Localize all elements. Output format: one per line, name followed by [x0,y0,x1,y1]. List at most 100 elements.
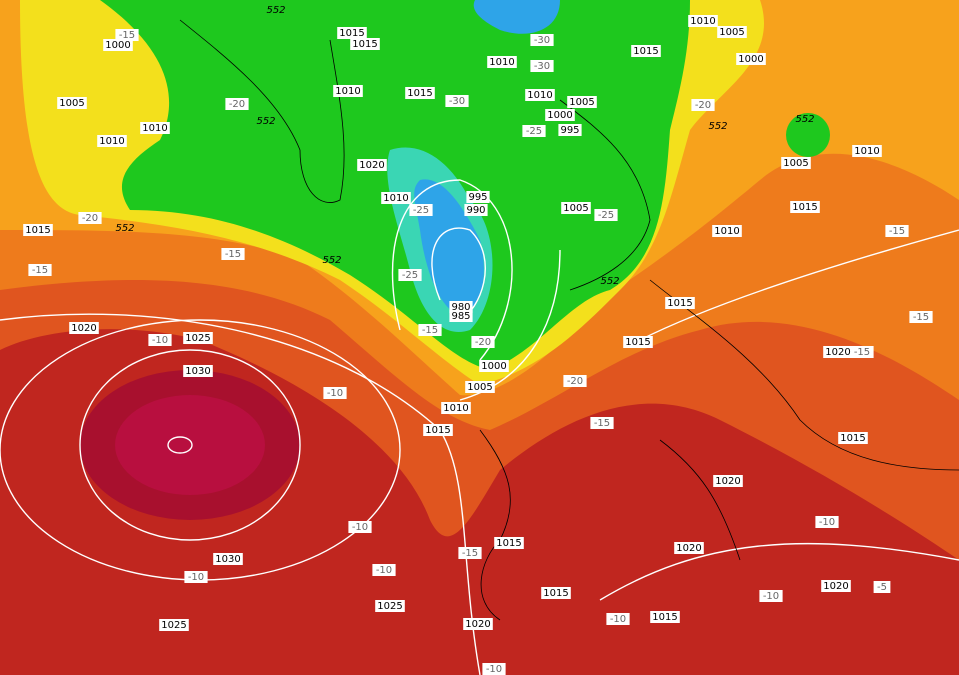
isobar-label: 1010 [527,90,552,101]
isobar-label-box [558,124,582,136]
temperature-label: -20 [475,337,491,348]
isobar-label-box [103,39,133,51]
isobar-label: 1010 [99,136,124,147]
temperature-label-box [530,60,554,72]
isobar-label: 1010 [383,193,408,204]
temperature-label: -15 [422,325,438,336]
isobar-label: 1015 [496,538,521,549]
isobar-label-box [381,192,411,204]
isobar-label: 1020 [715,476,740,487]
isobar-label-box [736,53,766,65]
isobar-label-box [357,159,387,171]
isobar-label-box [494,537,524,549]
isobar-label-box [449,310,473,322]
isobar-label-box [561,202,591,214]
temperature-label-box [409,204,433,216]
temperature-label-box [885,225,909,237]
temperature-label-box [372,564,396,576]
temperature-label: -30 [534,61,550,72]
temperature-label: -10 [352,522,368,533]
height-label: 552 [708,121,727,132]
temperature-label: -15 [889,226,905,237]
isobar-label-box [567,96,597,108]
isobar-label-box [650,611,680,623]
height-label: 552 [322,255,341,266]
isobar-label-box [479,360,509,372]
isobar-label: 1015 [792,202,817,213]
coastlines [179,19,959,621]
temperature-label: -15 [913,312,929,323]
height-label: 552 [600,276,619,287]
field-high-core-inner [115,395,265,495]
isobar-label-box [337,27,367,39]
isobar-label: 1015 [543,588,568,599]
temperature-label-box [563,375,587,387]
isobar-label: 1000 [105,40,130,51]
isobar-label-box [717,26,747,38]
isobar-label-box [464,204,488,216]
isobar-label: 1010 [335,86,360,97]
isobar-label-box [631,45,661,57]
isobar-label-box [487,56,517,68]
temperature-label: -10 [376,565,392,576]
isobar-label: 1000 [481,361,506,372]
temperature-label-box [28,264,52,276]
isobar-label: 1020 [676,543,701,554]
isobar-label-box [713,475,743,487]
isobar-label: 985 [451,311,470,322]
temperature-label: -10 [610,614,626,625]
temperature-label: -30 [449,96,465,107]
field-green-cell [786,113,830,157]
temperature-label-box [418,324,442,336]
isobar-label: 1020 [823,581,848,592]
temperature-label-box [590,417,614,429]
temperature-label-box [759,590,783,602]
temperature-label-box [471,336,495,348]
isobar-label-box [159,619,189,631]
isobar-label: 1010 [854,146,879,157]
temperature-label-box [482,663,506,675]
isobar-label-box [838,432,868,444]
temperature-label: -15 [854,347,870,358]
isobar-label: 1015 [652,612,677,623]
isobar-label: 1015 [667,298,692,309]
temperature-label: -10 [327,388,343,399]
isobar-label: 1010 [489,57,514,68]
isobar-label-box [441,402,471,414]
temperature-label-box [850,346,874,358]
temperature-label: -10 [819,517,835,528]
isobar-label-box [852,145,882,157]
temperature-label: -15 [119,30,135,41]
isobar-label-box [97,135,127,147]
isobar-label: 1010 [443,403,468,414]
isobar-label-box [69,322,99,334]
isobar-label: 980 [451,302,470,313]
isobar-label-box [57,97,87,109]
isobar-label: 1015 [339,28,364,39]
height-label: 552 [115,223,134,234]
temperature-label: -20 [695,100,711,111]
temperature-label: -20 [82,213,98,224]
isobar-label-box [781,157,811,169]
temperature-label: -20 [567,376,583,387]
isobar-label-box [333,85,363,97]
temperature-label-box [606,613,630,625]
isobar-label-box [140,122,170,134]
temperature-label-box [78,212,102,224]
temperature-label-box [115,29,139,41]
isobar-label: 1015 [840,433,865,444]
isobar-label: 1015 [625,337,650,348]
isobar-label-box [674,542,704,554]
isobar-label: 1030 [185,366,210,377]
isobar-label-box [183,365,213,377]
temperature-label: -20 [229,99,245,110]
isobar-label: 1020 [71,323,96,334]
temperature-label-box [225,98,249,110]
temperature-label-box [184,571,208,583]
isobar-label-box [545,109,575,121]
temperature-label-box [815,516,839,528]
isobar-label: 1010 [142,123,167,134]
temperature-label: -25 [598,210,614,221]
height-label: 552 [266,5,285,16]
